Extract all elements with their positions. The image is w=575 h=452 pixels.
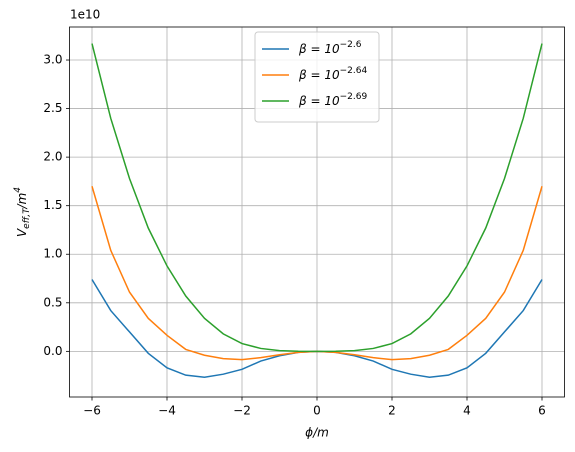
legend-name: β = 10 <box>298 68 340 82</box>
legend-exponent: −2.69 <box>340 92 368 102</box>
line <box>91 43 543 353</box>
legend-label: β = 10−2.6 <box>298 40 362 56</box>
x-tick-label: −4 <box>158 404 176 418</box>
legend-label: β = 10−2.69 <box>298 92 367 108</box>
y-tick-label: 2.5 <box>43 101 62 115</box>
x-tick-label: −2 <box>233 404 251 418</box>
y-axis-label: Veff,T/m4 <box>13 187 32 237</box>
y-tick-label: 1.5 <box>43 198 62 212</box>
plot-frame <box>69 26 565 398</box>
legend-exponent: −2.64 <box>340 66 368 76</box>
y-tick-label: 0.0 <box>43 344 62 358</box>
legend-box <box>254 31 380 123</box>
x-tick-label: 4 <box>463 404 471 418</box>
y-tick-label: 3.0 <box>43 53 62 67</box>
x-tick-label: 0 <box>313 404 321 418</box>
legend-exponent: −2.6 <box>340 40 362 50</box>
x-tick-label: 6 <box>538 404 546 418</box>
legend-label: β = 10−2.64 <box>298 66 367 82</box>
legend-name: β = 10 <box>298 42 340 56</box>
y-tick-label: 2.0 <box>43 150 62 164</box>
offset-text: 1e10 <box>70 8 100 22</box>
y-tick-label: 0.5 <box>43 295 62 309</box>
x-tick-label: 2 <box>388 404 396 418</box>
y-tick-label: 1.0 <box>43 247 62 261</box>
x-tick-label: −6 <box>83 404 101 418</box>
x-axis-label: ϕ/m <box>305 426 329 440</box>
legend-name: β = 10 <box>298 94 340 108</box>
